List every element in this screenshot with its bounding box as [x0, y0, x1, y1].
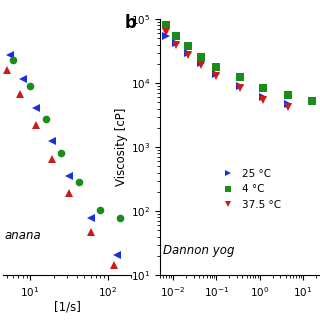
X-axis label: [1/s]: [1/s]: [54, 300, 81, 313]
Legend: 25 °C, 4 °C, 37.5 °C: 25 °C, 4 °C, 37.5 °C: [213, 165, 286, 214]
Text: anana: anana: [4, 229, 41, 242]
Y-axis label: Viscosity [cP]: Viscosity [cP]: [115, 108, 128, 186]
Text: Dannon yog: Dannon yog: [163, 244, 235, 257]
Text: b: b: [125, 14, 137, 32]
